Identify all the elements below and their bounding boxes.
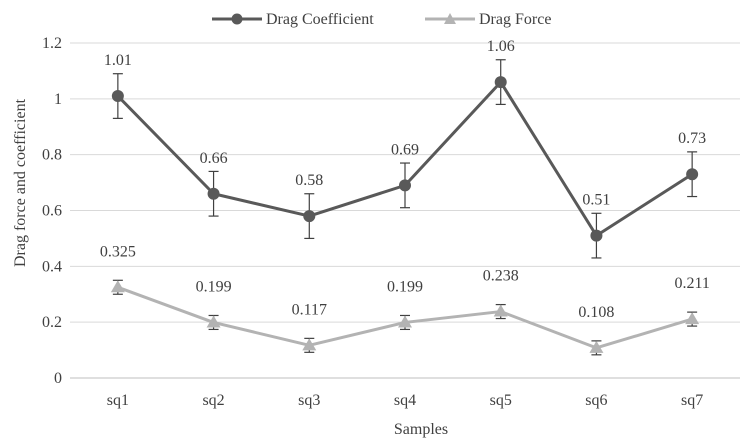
series-drag-coefficient: 1.01 0.66 0.58 0.69 1.06 0.51 0.73: [104, 38, 706, 259]
legend: Drag Coefficient Drag Force: [212, 11, 551, 28]
point-drag-force-sq2: [206, 315, 221, 328]
x-tick-label-sq3: sq3: [298, 392, 320, 409]
point-drag-force-sq1: [110, 280, 125, 293]
point-drag-force-sq5: [493, 304, 508, 317]
data-label-drag-coefficient-sq2: 0.66: [200, 150, 228, 167]
point-drag-force-sq7: [685, 312, 700, 325]
data-label-drag-force-sq6: 0.108: [578, 304, 614, 321]
point-drag-force-sq3: [302, 338, 317, 351]
series-layer: 1.010.660.580.691.060.510.730.3250.1990.…: [100, 38, 710, 356]
x-tick-label-sq6: sq6: [585, 392, 607, 409]
data-label-drag-force-sq4: 0.199: [387, 278, 423, 295]
x-tick-label-sq1: sq1: [107, 392, 129, 409]
x-axis-ticks: sq1 sq2 sq3 sq4 sq5 sq6 sq7: [107, 392, 704, 409]
data-label-drag-force-sq7: 0.211: [674, 275, 709, 292]
legend-item-drag-force: Drag Force: [425, 11, 551, 28]
data-label-drag-coefficient-sq1: 1.01: [104, 52, 132, 69]
x-tick-label-sq7: sq7: [681, 392, 703, 409]
y-tick-label-4: 0.8: [42, 147, 62, 164]
y-tick-label-1: 0.2: [42, 314, 62, 331]
data-label-drag-force-sq2: 0.199: [196, 278, 232, 295]
point-drag-coefficient-sq3: [303, 210, 316, 223]
gridlines: [70, 42, 740, 323]
data-label-drag-force-sq3: 0.117: [292, 301, 327, 318]
y-tick-label-3: 0.6: [42, 203, 62, 220]
x-tick-label-sq5: sq5: [490, 392, 512, 409]
data-label-drag-coefficient-sq4: 0.69: [391, 141, 419, 158]
y-tick-label-5: 1: [54, 91, 62, 108]
legend-item-drag-coefficient: Drag Coefficient: [212, 11, 374, 28]
point-drag-coefficient-sq4: [399, 179, 411, 192]
point-drag-coefficient-sq2: [207, 187, 220, 200]
legend-label-drag-coefficient: Drag Coefficient: [266, 11, 374, 28]
data-label-drag-coefficient-sq3: 0.58: [295, 172, 323, 189]
y-tick-label-0: 0: [54, 370, 62, 387]
x-axis-title: Samples: [394, 421, 448, 438]
data-label-drag-coefficient-sq5: 1.06: [487, 38, 515, 55]
data-label-drag-coefficient-sq6: 0.51: [582, 192, 610, 209]
legend-marker-drag-coefficient: [231, 13, 243, 25]
y-tick-label-6: 1.2: [42, 35, 62, 52]
y-axis-title: Drag force and coefficient: [12, 98, 29, 267]
legend-label-drag-force: Drag Force: [479, 11, 551, 28]
x-tick-label-sq2: sq2: [202, 392, 224, 409]
data-label-drag-force-sq5: 0.238: [483, 268, 519, 285]
x-tick-label-sq4: sq4: [394, 392, 416, 409]
legend-marker-drag-force: [444, 13, 456, 24]
point-drag-coefficient-sq6: [590, 229, 603, 242]
point-drag-coefficient-sq5: [494, 76, 507, 89]
data-label-drag-coefficient-sq7: 0.73: [678, 130, 706, 147]
series-drag-force: 0.325 0.199 0.117 0.199 0.238 0.108 0.211: [100, 243, 710, 356]
y-tick-label-2: 0.4: [42, 258, 62, 275]
data-label-drag-force-sq1: 0.325: [100, 243, 136, 260]
point-drag-coefficient-sq7: [686, 168, 699, 181]
point-drag-force-sq6: [589, 340, 604, 353]
y-axis-ticks: 0 0.2 0.4 0.6 0.8 1 1.2: [42, 35, 62, 387]
point-drag-coefficient-sq1: [111, 90, 124, 103]
point-drag-force-sq4: [398, 315, 412, 328]
